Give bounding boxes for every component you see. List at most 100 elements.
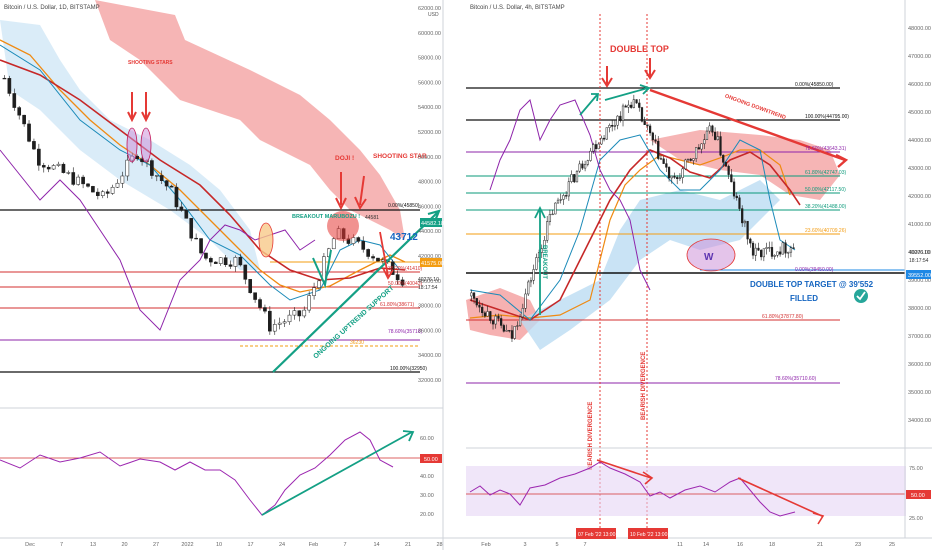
left-candle — [169, 185, 174, 188]
right-candle — [578, 163, 581, 172]
left-candle — [71, 172, 76, 185]
right-candle — [500, 318, 503, 326]
right-candle — [760, 249, 763, 258]
right-candle — [640, 107, 644, 122]
left-candle — [86, 183, 90, 187]
right-candle — [581, 163, 584, 169]
yellow-oval — [258, 222, 274, 258]
left-candle — [351, 237, 356, 244]
left-candle — [2, 77, 7, 80]
left-candle — [381, 259, 385, 262]
right-y-tick-13: 35000.00 — [908, 390, 931, 396]
r-fib-786-label: 78.60%(43643.31) — [805, 146, 846, 152]
left-rsi-tick-3: 30.00 — [420, 493, 434, 499]
left-x-tick-7: 17 — [247, 542, 253, 548]
left-candle — [120, 175, 125, 184]
right-candle — [781, 242, 784, 255]
left-tag-41575: 41575.00 — [421, 261, 444, 267]
breakout-arrow-icon — [312, 249, 332, 289]
fib-100-label: 100.00%(32950) — [390, 366, 427, 372]
right-candle — [559, 199, 562, 201]
right-candle — [532, 269, 535, 281]
right-chart-4h: W DOUBLE TOP ONGOING DOWNTREND BREAKOUT … — [466, 0, 932, 548]
left-candle — [366, 249, 370, 257]
right-candle — [483, 312, 487, 317]
r-fib-786b-label: 78.60%(35710.60) — [775, 376, 816, 382]
right-candle — [648, 125, 652, 134]
target-label-2: FILLED — [790, 294, 818, 303]
right-candle — [762, 248, 765, 258]
left-candle — [218, 257, 223, 264]
left-candle — [287, 314, 292, 323]
left-candle — [51, 165, 56, 170]
left-x-tick-6: 10 — [216, 542, 222, 548]
breakout-vertical-label: BREAKOUT — [541, 245, 547, 279]
left-candle — [356, 237, 361, 242]
right-candle — [540, 248, 543, 253]
left-candle — [17, 107, 22, 116]
right-candle — [695, 147, 698, 159]
left-candle — [22, 114, 26, 125]
left-rsi-tick-4: 20.00 — [420, 512, 434, 518]
right-candle — [678, 177, 682, 179]
right-candle — [743, 220, 747, 224]
r-cloud-blue-1 — [520, 180, 780, 350]
right-candle — [773, 255, 776, 257]
r-ma-red — [469, 149, 801, 321]
left-y-tick-7: 48000.00 — [418, 180, 441, 186]
right-candle — [630, 104, 633, 108]
right-candle — [724, 162, 728, 167]
right-candle — [594, 144, 598, 150]
right-candle — [735, 195, 738, 199]
right-candle — [667, 167, 671, 179]
right-x-tick-3: 7 — [583, 542, 586, 548]
ichimoku-cloud-red — [95, 0, 405, 240]
left-candle — [150, 160, 154, 176]
shooting-star-label: SHOOTING STAR — [373, 153, 427, 160]
left-candle — [331, 238, 336, 250]
left-candle — [228, 264, 233, 267]
left-candle — [243, 264, 248, 280]
fib-382-label: 38.20%(41410) — [388, 266, 423, 272]
uptrend-support-line — [272, 211, 439, 373]
left-y-tick-6: 50000.00 — [418, 155, 441, 161]
right-candle — [670, 175, 673, 179]
left-candle — [110, 186, 115, 194]
right-candle — [686, 158, 690, 161]
right-candle — [789, 247, 793, 253]
left-candle — [32, 141, 36, 150]
left-y-tick-5: 52000.00 — [418, 130, 441, 136]
left-y-tick-0: 62000.00 — [418, 6, 441, 12]
left-x-tick-0: Dec — [25, 542, 35, 548]
left-y-tick-11: 40000.00 — [418, 279, 441, 285]
left-candle — [317, 280, 321, 288]
left-candle — [76, 176, 80, 185]
r-tag-40276: 40276.10 — [909, 250, 930, 256]
left-candle — [376, 257, 380, 262]
right-candle — [608, 125, 611, 128]
right-x-tick-4: 11 — [677, 542, 683, 548]
right-candle — [757, 247, 760, 251]
right-candle — [613, 124, 617, 127]
left-rsi-tag: 50.00 — [424, 457, 438, 463]
right-x-tick-5: 14 — [703, 542, 709, 548]
right-candle — [597, 143, 600, 150]
r-fib-0-label: 0.00%(45850.00) — [795, 82, 834, 88]
left-candle — [361, 241, 366, 250]
right-candle — [567, 181, 570, 197]
left-tag-40276: 40276.10 — [418, 277, 439, 283]
right-candle — [751, 242, 755, 256]
right-candle — [659, 158, 663, 160]
right-candle — [497, 315, 500, 319]
right-candle — [570, 174, 573, 182]
fib-50-label: 50.00%(40043) — [388, 281, 423, 287]
left-candle — [179, 206, 184, 211]
right-candle — [770, 247, 774, 257]
rally-arrow-icon — [579, 84, 651, 116]
right-candle — [489, 311, 492, 321]
right-candle — [524, 293, 527, 309]
right-x-tick-9: 23 — [855, 542, 861, 548]
r-tag-39552: 39552.00 — [908, 273, 931, 279]
double-top-arrow-icon — [601, 58, 656, 88]
